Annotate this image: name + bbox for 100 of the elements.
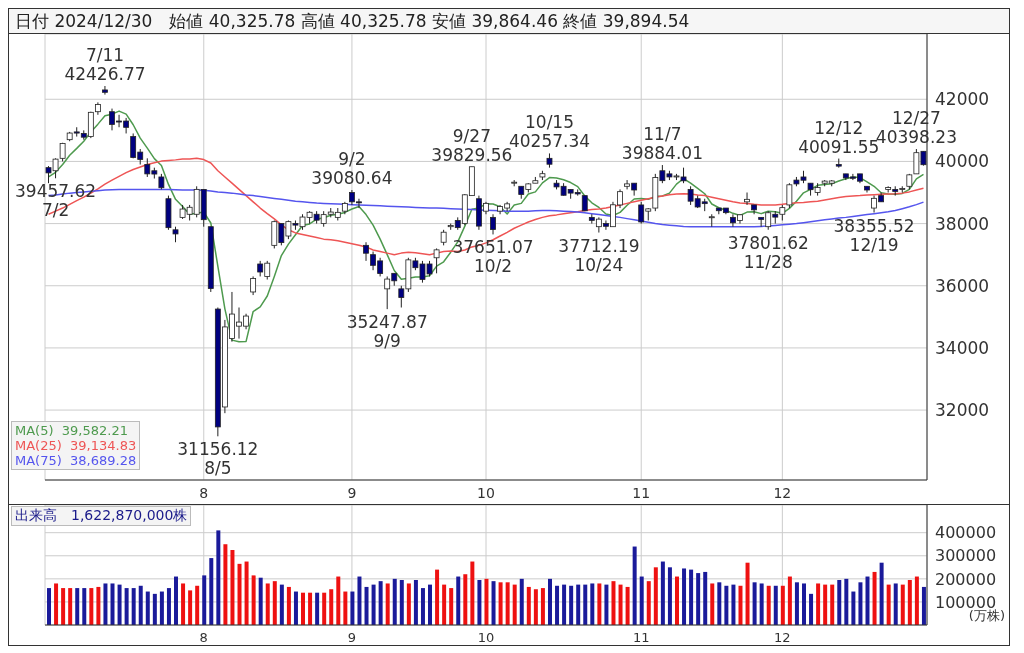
bar	[809, 593, 814, 625]
candlestick	[744, 192, 750, 206]
bar	[639, 576, 644, 625]
annotation: 11/7 39884.01	[621, 124, 703, 164]
bar	[865, 576, 870, 625]
bar	[801, 583, 806, 625]
bar	[646, 581, 651, 625]
bar	[463, 574, 468, 625]
bar	[216, 530, 221, 625]
bar	[519, 578, 524, 625]
bar	[371, 584, 376, 625]
bar	[667, 567, 672, 625]
bar	[124, 588, 129, 625]
x-tick-label: 10	[477, 630, 495, 646]
bar	[209, 558, 214, 625]
bar	[428, 584, 433, 625]
bar	[512, 584, 517, 625]
bar	[780, 585, 785, 625]
y-tick-label: 34000	[935, 337, 990, 358]
bar	[759, 583, 764, 625]
bar	[505, 582, 510, 625]
bar	[604, 584, 609, 625]
bar	[456, 576, 461, 625]
bar	[343, 591, 348, 625]
bar	[823, 584, 828, 625]
x-tick-label: 10	[477, 484, 495, 501]
bar	[420, 588, 425, 625]
bar	[914, 576, 919, 625]
bar	[223, 544, 228, 625]
bar	[526, 586, 531, 625]
x-tick-label: 11	[632, 630, 650, 646]
bar	[547, 578, 552, 625]
candlestick	[363, 241, 369, 262]
bar	[470, 561, 475, 625]
bar	[879, 562, 884, 625]
bar	[900, 584, 905, 625]
bar	[385, 583, 390, 625]
bar	[442, 584, 447, 625]
bar	[872, 571, 877, 625]
x-tick-label: 9	[347, 630, 357, 646]
bar	[540, 588, 545, 625]
bar	[738, 585, 743, 625]
bar	[399, 580, 404, 625]
bar	[752, 582, 757, 625]
bar	[745, 562, 750, 625]
x-tick-label: 8	[199, 630, 208, 646]
bar	[921, 586, 926, 625]
bar	[110, 583, 115, 625]
bar	[406, 583, 411, 625]
candlestick	[708, 213, 715, 228]
bar	[336, 576, 341, 625]
bar	[618, 584, 623, 625]
bar	[611, 581, 616, 625]
bar	[632, 546, 637, 625]
bar	[562, 584, 567, 625]
bar	[696, 573, 701, 625]
candlestick	[250, 275, 257, 296]
bar	[237, 563, 242, 625]
y-tick-label: 400000	[935, 523, 997, 543]
x-tick-label: 12	[773, 484, 792, 501]
bar	[533, 589, 538, 625]
bar	[498, 582, 503, 625]
bar	[251, 575, 256, 625]
bar	[689, 569, 694, 625]
legend-box: MA(5) 39,582.21 MA(25) 39,134.83 MA(75) 38,689.28	[11, 421, 141, 470]
y-tick-label: 36000	[935, 275, 990, 296]
bar	[491, 581, 496, 625]
bar	[244, 561, 249, 625]
bar	[731, 584, 736, 625]
x-tick-label: 11	[632, 484, 651, 501]
bar	[858, 582, 863, 625]
y-tick-label: 38000	[935, 213, 990, 234]
bar	[378, 581, 383, 625]
bar	[329, 589, 334, 625]
y-tick-label: 300000	[935, 546, 997, 566]
chart-title: 日付 2024/12/30 始値 40,325.78 高値 40,325.78 安値 39,864.46 終値 39,894.54	[9, 9, 1009, 34]
bar	[773, 585, 778, 625]
bar	[131, 588, 136, 625]
bar	[293, 591, 298, 625]
bar	[590, 583, 595, 625]
bar	[413, 580, 418, 625]
annotation: 31156.12 8/5	[177, 439, 259, 479]
bar	[272, 581, 277, 625]
bar	[174, 576, 179, 625]
bar	[117, 584, 122, 625]
bar	[258, 577, 263, 625]
bar	[68, 588, 73, 625]
bar	[794, 582, 799, 625]
bar	[907, 580, 912, 625]
bar	[893, 583, 898, 625]
bar	[435, 569, 440, 625]
bar	[653, 567, 658, 625]
bar	[188, 590, 193, 625]
bar	[286, 586, 291, 625]
y-tick-label: 40000	[935, 151, 990, 172]
annotation: 37651.07 10/2	[452, 237, 534, 277]
bar	[844, 578, 849, 625]
x-tick-label: 12	[774, 630, 791, 646]
bar	[152, 593, 157, 625]
bar	[625, 586, 630, 625]
